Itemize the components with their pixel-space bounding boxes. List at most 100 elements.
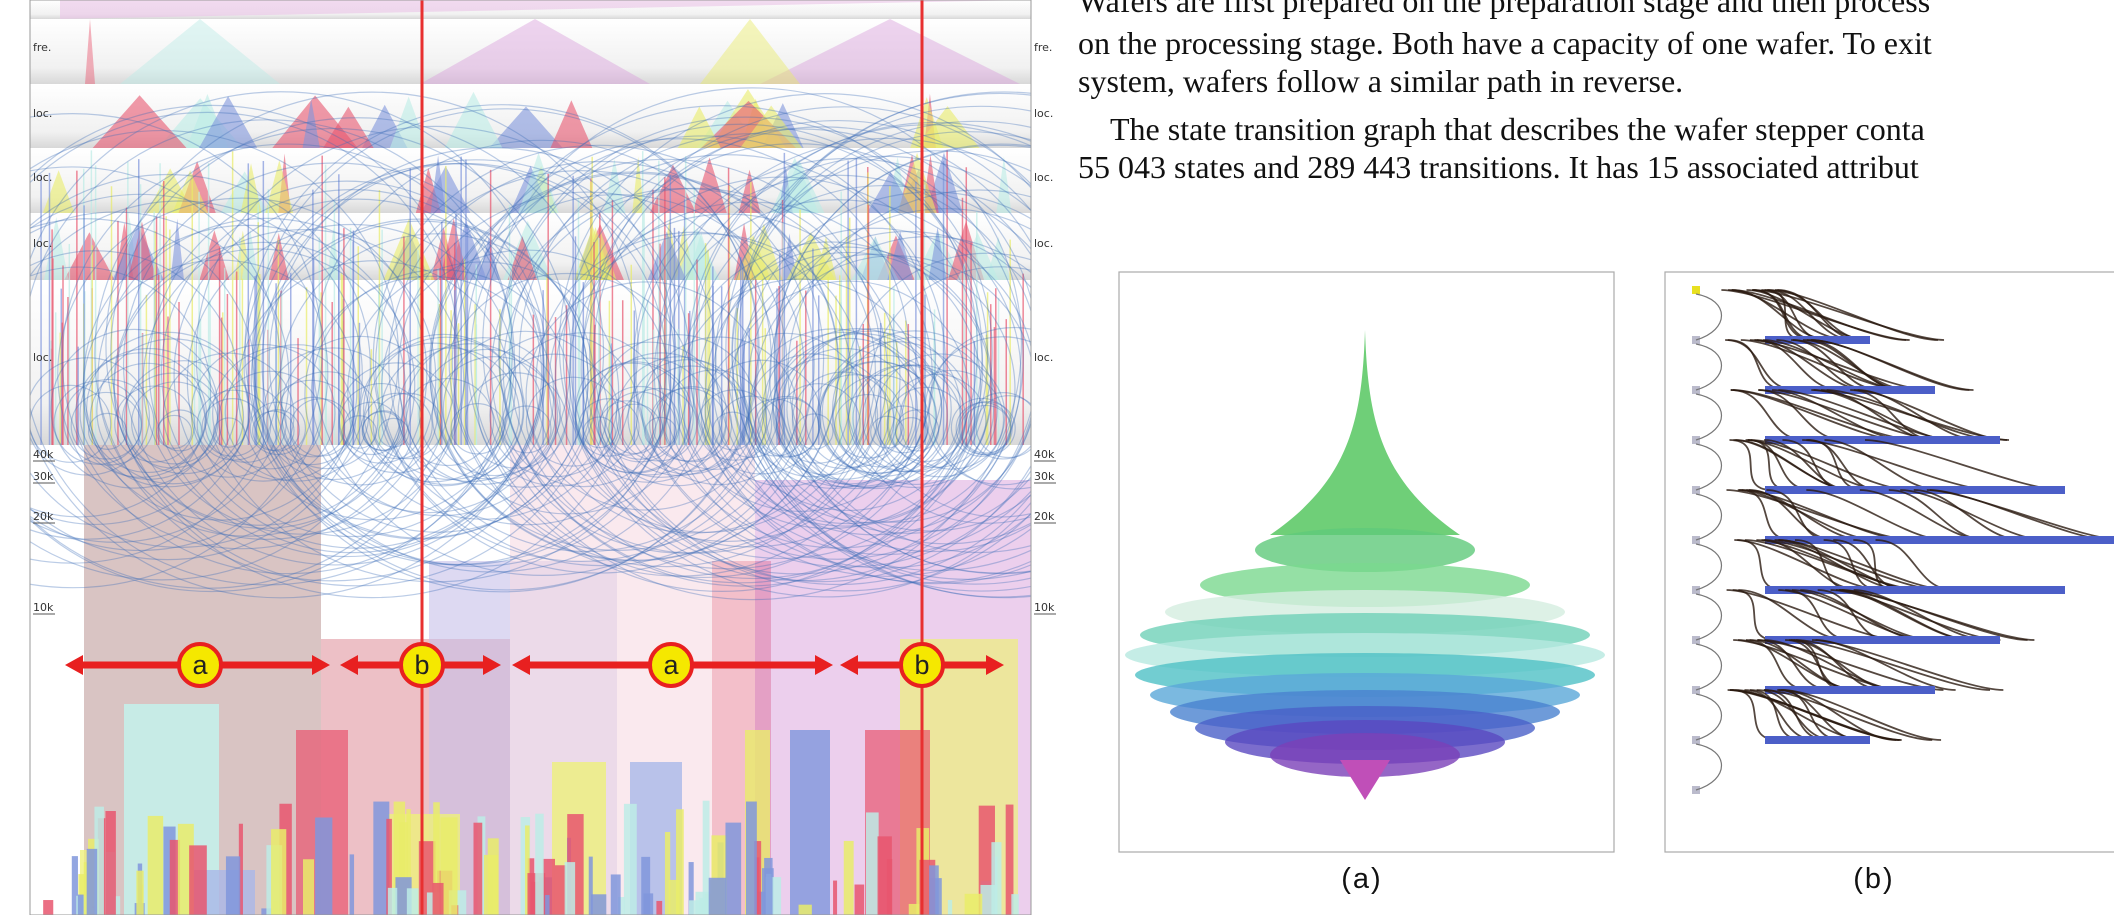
triangle <box>323 106 374 148</box>
arc <box>718 395 785 458</box>
arc <box>451 158 882 568</box>
arc <box>30 250 241 525</box>
arc <box>261 159 691 567</box>
arc <box>832 374 930 468</box>
arc <box>688 124 1031 584</box>
arc <box>727 280 970 512</box>
arc <box>775 383 861 464</box>
bar <box>833 880 838 915</box>
row-label: loc. <box>1034 107 1053 120</box>
arc <box>502 187 888 554</box>
bar <box>386 818 392 915</box>
arc <box>574 362 691 474</box>
arc <box>224 344 370 482</box>
arc <box>535 231 854 534</box>
arc <box>955 401 1012 455</box>
arc <box>63 378 155 466</box>
arc <box>110 117 605 587</box>
axis-label: 20k <box>1034 510 1055 523</box>
bar <box>535 813 544 915</box>
tip <box>1340 760 1390 800</box>
arc <box>96 338 250 485</box>
axis-label: 20k <box>33 510 54 523</box>
arc <box>852 364 967 473</box>
arc <box>795 413 834 450</box>
arc <box>362 392 433 460</box>
arc <box>595 352 728 478</box>
arc <box>218 370 322 470</box>
arc <box>632 157 1031 568</box>
bar <box>886 859 893 915</box>
triangle <box>170 218 185 280</box>
edge <box>1695 543 1723 591</box>
triangle <box>241 229 259 280</box>
arc <box>50 328 219 489</box>
triangle <box>42 170 75 213</box>
arc <box>771 337 927 485</box>
bar <box>43 900 54 915</box>
arc <box>30 384 112 463</box>
arc <box>608 403 662 455</box>
arc <box>61 143 516 575</box>
triangle <box>851 236 899 280</box>
triangle <box>198 96 258 148</box>
triangle <box>389 96 428 148</box>
triangle <box>740 105 803 148</box>
arc <box>877 405 929 454</box>
arc <box>868 266 1031 518</box>
triangle <box>120 19 280 84</box>
triangle <box>85 19 95 84</box>
axis-label: 30k <box>1034 470 1055 483</box>
arc <box>30 166 281 564</box>
arc <box>430 172 839 561</box>
arc <box>251 162 676 566</box>
arc <box>281 396 346 458</box>
bar <box>668 879 680 915</box>
arc <box>97 217 437 540</box>
arc <box>568 201 933 548</box>
edge <box>1695 493 1723 541</box>
edge <box>1695 643 1723 691</box>
arc <box>343 401 400 456</box>
arrow-head <box>340 655 501 675</box>
arc <box>691 121 1031 585</box>
arc <box>489 353 620 478</box>
arc <box>160 189 545 554</box>
bar <box>1011 894 1019 915</box>
edge <box>1695 693 1723 741</box>
arc <box>562 128 1031 582</box>
node-row <box>1765 386 1935 394</box>
bar <box>618 897 625 915</box>
edge <box>1729 439 1772 491</box>
bar <box>588 856 593 915</box>
bar <box>433 802 440 915</box>
arc <box>374 170 788 563</box>
bar <box>623 803 637 915</box>
arc <box>381 249 672 526</box>
arc <box>596 333 757 487</box>
triangle <box>887 231 914 280</box>
arc <box>388 160 815 567</box>
bar <box>798 904 812 915</box>
rows <box>30 0 1031 445</box>
arc <box>30 193 329 552</box>
axis-label: 30k <box>33 470 54 483</box>
bar <box>225 856 241 915</box>
arc <box>958 401 1016 456</box>
arc <box>819 354 948 477</box>
triangle <box>326 227 340 280</box>
text-line: on the processing stage. Both have a cap… <box>1078 25 1932 61</box>
bar <box>303 859 315 915</box>
arc <box>212 417 245 448</box>
row-label: fre. <box>33 41 51 54</box>
bar <box>406 888 419 915</box>
spike <box>1270 330 1460 535</box>
arc <box>30 218 257 540</box>
annotation-label: b <box>414 650 429 680</box>
arc <box>593 120 1031 586</box>
axis-label: 10k <box>33 601 54 614</box>
arc <box>786 330 952 488</box>
arc <box>805 374 904 468</box>
